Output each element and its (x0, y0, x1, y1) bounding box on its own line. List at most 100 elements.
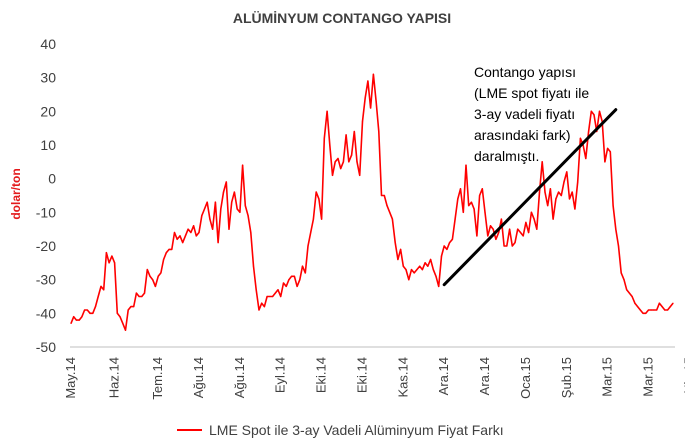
data-point (588, 130, 590, 133)
data-point (577, 181, 579, 183)
data-point (361, 120, 364, 122)
data-point (291, 275, 293, 277)
data-point (182, 242, 184, 244)
data-point (506, 245, 508, 247)
data-point (111, 255, 113, 257)
data-point (353, 130, 355, 133)
data-point (165, 252, 167, 254)
data-point (70, 322, 72, 324)
data-point (642, 312, 644, 314)
data-point (301, 265, 304, 267)
data-point (103, 289, 105, 291)
data-point (549, 188, 552, 190)
data-point (212, 228, 214, 230)
data-point (146, 269, 148, 271)
data-point (318, 198, 320, 200)
y-tick-label: -20 (36, 238, 56, 254)
data-point (190, 231, 192, 234)
annotation-line (442, 108, 618, 287)
data-point (195, 235, 197, 237)
data-point (454, 218, 456, 220)
data-point (280, 295, 282, 298)
data-point (435, 275, 437, 277)
data-point (511, 245, 513, 247)
data-point (108, 262, 110, 264)
data-point (247, 215, 249, 217)
data-point (293, 275, 295, 277)
data-point (528, 231, 530, 234)
data-point (225, 181, 227, 183)
x-tick-label: Nis.15 (681, 357, 685, 394)
data-point (367, 80, 369, 82)
data-point (152, 279, 154, 281)
data-point (514, 242, 516, 244)
x-tick-label: Şub.15 (559, 357, 574, 398)
data-point (470, 201, 472, 203)
data-point (89, 312, 91, 314)
data-point (487, 235, 489, 237)
data-point (555, 198, 557, 200)
data-point (604, 161, 606, 163)
data-point (522, 235, 524, 237)
y-tick-label: -50 (36, 339, 56, 355)
data-point (664, 309, 666, 311)
data-point (217, 242, 219, 244)
data-point (176, 238, 178, 240)
data-point (345, 134, 347, 136)
data-point (413, 272, 415, 274)
data-point (410, 269, 413, 271)
data-point (440, 255, 443, 257)
data-point (348, 161, 350, 163)
data-point (100, 285, 102, 287)
data-point (568, 198, 571, 200)
data-point (299, 279, 301, 281)
x-tick-label: Ağu.14 (191, 357, 206, 398)
data-point (378, 130, 380, 133)
data-point (209, 218, 211, 220)
data-point (105, 252, 107, 254)
data-point (658, 302, 661, 304)
series-line (70, 73, 674, 332)
data-point (615, 228, 617, 230)
data-point (364, 97, 366, 99)
x-tick-label: Ara.14 (477, 357, 492, 395)
data-point (612, 205, 614, 207)
data-point (457, 198, 459, 200)
data-point (138, 295, 140, 298)
data-point (408, 279, 410, 281)
annotation-text-line: (LME spot fiyatı ile (474, 85, 589, 101)
y-tick-label: 40 (40, 36, 56, 52)
data-point (179, 235, 181, 237)
x-tick-label: Eki.14 (314, 357, 329, 393)
y-tick-label: -10 (36, 204, 56, 220)
data-point (201, 215, 203, 217)
data-point (617, 245, 620, 247)
data-point (198, 231, 200, 234)
y-tick-label: 0 (48, 171, 56, 187)
data-point (269, 295, 271, 298)
data-point (203, 208, 206, 210)
data-point (288, 279, 290, 281)
data-point (296, 285, 298, 287)
data-point (277, 289, 279, 291)
data-point (92, 312, 94, 314)
data-point (465, 164, 467, 166)
y-tick-label: 10 (40, 137, 56, 153)
data-point (430, 258, 432, 261)
y-axis-ticks: 40 30 20 10 0 -10 -20 -30 -40 -50 (36, 36, 56, 355)
data-point (81, 316, 83, 318)
data-point (620, 272, 622, 274)
x-tick-label: Mar.15 (640, 357, 655, 397)
data-point (337, 157, 339, 160)
legend-label: LME Spot ile 3-ay Vadeli Alüminyum Fiyat… (209, 422, 504, 438)
data-point (647, 309, 650, 311)
data-point (538, 191, 541, 193)
data-point (94, 306, 97, 308)
data-point (536, 228, 538, 230)
data-point (329, 144, 331, 146)
data-point (258, 309, 260, 311)
data-point (449, 242, 451, 244)
annotation-text-line: Contango yapısı (474, 64, 576, 80)
data-point (163, 258, 165, 261)
data-point (492, 228, 494, 230)
